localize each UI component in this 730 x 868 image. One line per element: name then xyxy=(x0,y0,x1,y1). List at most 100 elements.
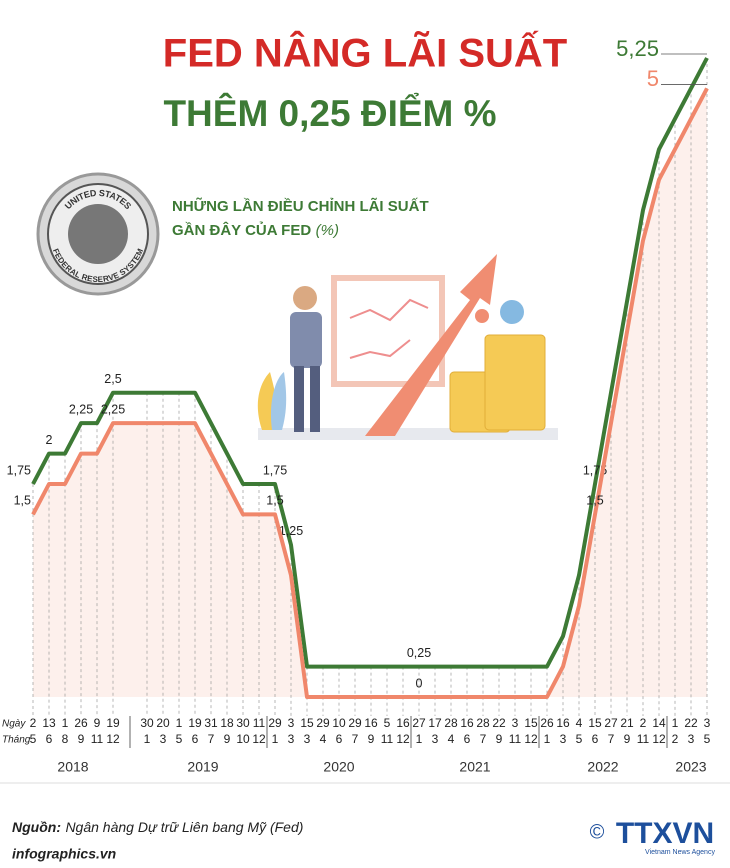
day-label: 27 xyxy=(604,716,618,730)
rate-line xyxy=(31,87,709,699)
area xyxy=(33,88,707,697)
value-label: 1,75 xyxy=(263,463,287,477)
value-label: 0,25 xyxy=(407,646,431,660)
site: infographics.vn xyxy=(12,846,116,862)
day-label: 11 xyxy=(253,716,266,730)
day-label: 31 xyxy=(204,716,218,730)
source-text: Ngân hàng Dự trữ Liên bang Mỹ (Fed) xyxy=(65,819,303,835)
month-label: 9 xyxy=(368,732,375,746)
person-body xyxy=(290,312,322,368)
year-label: 2022 xyxy=(587,759,618,775)
value-label: 2,25 xyxy=(69,402,93,416)
value-label: 1,5 xyxy=(586,494,603,508)
subtitle-line: GẦN ĐÂY CỦA FED (%) xyxy=(172,221,339,239)
month-label: 6 xyxy=(464,732,471,746)
board-line xyxy=(349,298,429,322)
day-label: 13 xyxy=(42,716,56,730)
day-label: 16 xyxy=(556,716,570,730)
month-label: 12 xyxy=(252,732,266,746)
gear xyxy=(500,300,524,324)
month-label: 3 xyxy=(160,732,167,746)
day-label: 28 xyxy=(476,716,490,730)
day-label: 5 xyxy=(384,716,391,730)
day-label: 15 xyxy=(524,716,538,730)
day-label: 2 xyxy=(30,716,37,730)
month-label: 12 xyxy=(652,732,666,746)
day-label: 15 xyxy=(588,716,602,730)
day-label: 26 xyxy=(74,716,88,730)
day-label: 1 xyxy=(62,716,69,730)
subtitle-text: GẦN ĐÂY CỦA FED xyxy=(172,221,311,239)
month-label: 12 xyxy=(106,732,120,746)
arrow xyxy=(365,254,497,436)
day-label: 10 xyxy=(332,716,346,730)
month-label: 2 xyxy=(672,732,679,746)
month-label: 5 xyxy=(704,732,711,746)
month-label: 11 xyxy=(91,732,104,746)
person-head xyxy=(293,286,317,310)
day-label: 30 xyxy=(140,716,154,730)
month-label: 9 xyxy=(78,732,85,746)
month-label: 12 xyxy=(396,732,410,746)
day-label: 14 xyxy=(652,716,666,730)
month-label: 11 xyxy=(637,732,650,746)
month-label: 1 xyxy=(544,732,551,746)
day-label: 26 xyxy=(540,716,554,730)
day-label: 9 xyxy=(94,716,101,730)
month-label: 5 xyxy=(176,732,183,746)
seal-eagle xyxy=(68,204,128,264)
logo-sub: Vietnam News Agency xyxy=(645,849,715,856)
value-label: 1,5 xyxy=(266,494,283,508)
source-label: Nguồn: xyxy=(12,819,61,835)
value-label: 1,25 xyxy=(279,524,303,538)
month-label: 9 xyxy=(496,732,503,746)
month-label: 3 xyxy=(432,732,439,746)
source: Nguồn: Ngân hàng Dự trữ Liên bang Mỹ (Fe… xyxy=(12,819,303,837)
month-label: 3 xyxy=(304,732,311,746)
day-label: 4 xyxy=(576,716,583,730)
day-label: 22 xyxy=(492,716,506,730)
day-label: 19 xyxy=(106,716,120,730)
day-label: 22 xyxy=(684,716,698,730)
month-label: 3 xyxy=(688,732,695,746)
month-label: 6 xyxy=(46,732,53,746)
month-label: 5 xyxy=(30,732,37,746)
month-label: 1 xyxy=(272,732,279,746)
day-label: 28 xyxy=(444,716,458,730)
month-label: 4 xyxy=(448,732,455,746)
month-label: 6 xyxy=(592,732,599,746)
month-label: 7 xyxy=(608,732,615,746)
day-label: 17 xyxy=(428,716,442,730)
day-label: 16 xyxy=(396,716,410,730)
day-label: 3 xyxy=(512,716,519,730)
value-label: 5 xyxy=(647,66,659,91)
value-label: 1,5 xyxy=(14,494,31,508)
month-label: 8 xyxy=(62,732,69,746)
day-label: 1 xyxy=(176,716,183,730)
month-label: 3 xyxy=(560,732,567,746)
day-label: 16 xyxy=(460,716,474,730)
day-label: 20 xyxy=(156,716,170,730)
day-label: 2 xyxy=(640,716,647,730)
person-leg xyxy=(310,366,320,432)
day-label: 27 xyxy=(412,716,426,730)
year-label: 2019 xyxy=(187,759,218,775)
month-label: 6 xyxy=(336,732,343,746)
day-label: 1 xyxy=(672,716,679,730)
year-label: 2021 xyxy=(459,759,490,775)
illustration xyxy=(257,254,558,440)
day-label: 18 xyxy=(220,716,234,730)
rate-line xyxy=(31,57,709,669)
day-label: 30 xyxy=(236,716,250,730)
subtitle-line: NHỮNG LẦN ĐIỀU CHỈNH LÃI SUẤT xyxy=(172,197,429,215)
month-label: 6 xyxy=(192,732,199,746)
value-label: 2,25 xyxy=(101,402,125,416)
month-label: 1 xyxy=(144,732,151,746)
month-label: 7 xyxy=(208,732,215,746)
logo: TTXVN xyxy=(616,817,714,850)
month-label: 12 xyxy=(524,732,538,746)
year-label: 2020 xyxy=(323,759,354,775)
month-label: 11 xyxy=(381,732,394,746)
gear xyxy=(475,309,489,323)
